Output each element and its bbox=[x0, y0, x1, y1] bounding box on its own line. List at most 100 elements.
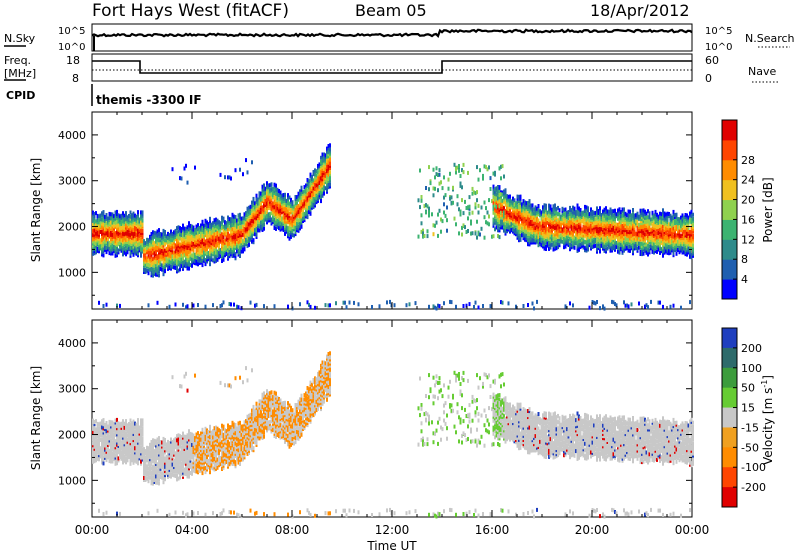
power-cell bbox=[446, 218, 448, 222]
power-cell bbox=[142, 219, 144, 223]
power-cell bbox=[461, 233, 463, 237]
power-cell bbox=[406, 303, 408, 307]
noise-tick-top: 10^5 bbox=[58, 26, 85, 37]
power-cell bbox=[475, 232, 477, 236]
power-cell bbox=[379, 304, 381, 308]
power-cell bbox=[467, 229, 469, 233]
power-cell bbox=[443, 301, 445, 305]
power-cell bbox=[212, 303, 214, 307]
power-cell bbox=[479, 168, 481, 172]
power-cell bbox=[205, 305, 207, 309]
power-cell bbox=[469, 302, 471, 306]
power-cell bbox=[292, 200, 294, 204]
power-cell bbox=[419, 169, 421, 173]
nsky-trace bbox=[92, 30, 692, 36]
power-cell bbox=[478, 306, 480, 310]
power-cell bbox=[476, 220, 478, 224]
power-cell bbox=[443, 175, 445, 179]
power-cell bbox=[428, 305, 430, 309]
power-cell bbox=[287, 305, 289, 309]
power-cell bbox=[425, 186, 427, 190]
power-cell bbox=[589, 306, 591, 310]
power-cell bbox=[439, 209, 441, 213]
power-cell bbox=[98, 301, 100, 305]
power-cell bbox=[119, 304, 121, 308]
power-cell bbox=[463, 170, 465, 174]
freq-tick-bottom: 8 bbox=[72, 72, 79, 85]
power-cell bbox=[358, 302, 360, 306]
power-cell bbox=[505, 188, 507, 192]
power-cell bbox=[481, 227, 483, 231]
power-cell bbox=[439, 304, 441, 308]
power-cell bbox=[472, 211, 474, 215]
power-cell bbox=[478, 211, 480, 215]
power-cell bbox=[493, 234, 495, 238]
power-cell bbox=[437, 213, 439, 217]
power-cell bbox=[148, 303, 150, 307]
power-cell bbox=[475, 301, 477, 305]
power-cell bbox=[461, 185, 463, 189]
power-cell bbox=[142, 210, 144, 214]
power-cell bbox=[574, 207, 576, 211]
frequency-trace bbox=[92, 61, 692, 73]
power-cell bbox=[452, 201, 454, 205]
power-cell bbox=[193, 304, 195, 308]
power-cell bbox=[415, 301, 417, 305]
power-cell bbox=[559, 208, 561, 212]
power-cell bbox=[209, 217, 211, 221]
power-cell bbox=[460, 182, 462, 186]
power-cell bbox=[503, 175, 505, 179]
power-cell bbox=[430, 181, 432, 185]
power-cell bbox=[329, 183, 331, 187]
power-cell bbox=[478, 178, 480, 182]
power-cell bbox=[329, 303, 331, 307]
power-cell bbox=[554, 204, 556, 208]
power-cell bbox=[335, 301, 337, 305]
power-cell bbox=[103, 304, 105, 308]
power-cell bbox=[329, 170, 331, 174]
power-cell bbox=[529, 199, 531, 203]
power-cell bbox=[490, 187, 492, 191]
power-cell bbox=[194, 166, 196, 170]
power-cell bbox=[235, 168, 237, 172]
power-cell bbox=[434, 187, 436, 191]
power-cell bbox=[502, 164, 504, 168]
power-cell bbox=[431, 212, 433, 216]
power-cell bbox=[533, 306, 535, 310]
power-cell bbox=[458, 164, 460, 168]
power-cell bbox=[482, 174, 484, 178]
power-cell bbox=[458, 169, 460, 173]
power-cell bbox=[239, 213, 241, 217]
power-cell bbox=[460, 174, 462, 178]
nave-label: Nave bbox=[748, 65, 776, 78]
power-cell bbox=[545, 204, 547, 208]
power-cell bbox=[439, 173, 441, 177]
power-cell bbox=[187, 181, 189, 185]
power-cell bbox=[256, 303, 258, 307]
power-cell bbox=[250, 301, 252, 305]
power-cell bbox=[454, 217, 456, 221]
power-cell bbox=[428, 165, 430, 169]
power-cell bbox=[455, 305, 457, 309]
power-cell bbox=[239, 254, 241, 258]
power-cell bbox=[169, 305, 171, 309]
power-cell bbox=[500, 176, 502, 180]
power-cell bbox=[428, 214, 430, 218]
power-cell bbox=[329, 143, 331, 147]
power-cell bbox=[247, 170, 249, 174]
power-cell bbox=[235, 215, 237, 219]
power-cell bbox=[523, 304, 525, 308]
power-cell bbox=[125, 211, 127, 215]
power-cell bbox=[440, 180, 442, 184]
power-cell bbox=[623, 300, 625, 304]
power-cell bbox=[245, 158, 247, 162]
power-cell bbox=[106, 213, 108, 217]
power-cell bbox=[253, 238, 255, 242]
power-cell bbox=[103, 253, 105, 257]
power-cell bbox=[223, 300, 225, 304]
freq-label-2: [MHz] bbox=[4, 67, 36, 80]
power-cell bbox=[451, 300, 453, 304]
power-cell bbox=[433, 193, 435, 197]
power-cell bbox=[349, 301, 351, 305]
